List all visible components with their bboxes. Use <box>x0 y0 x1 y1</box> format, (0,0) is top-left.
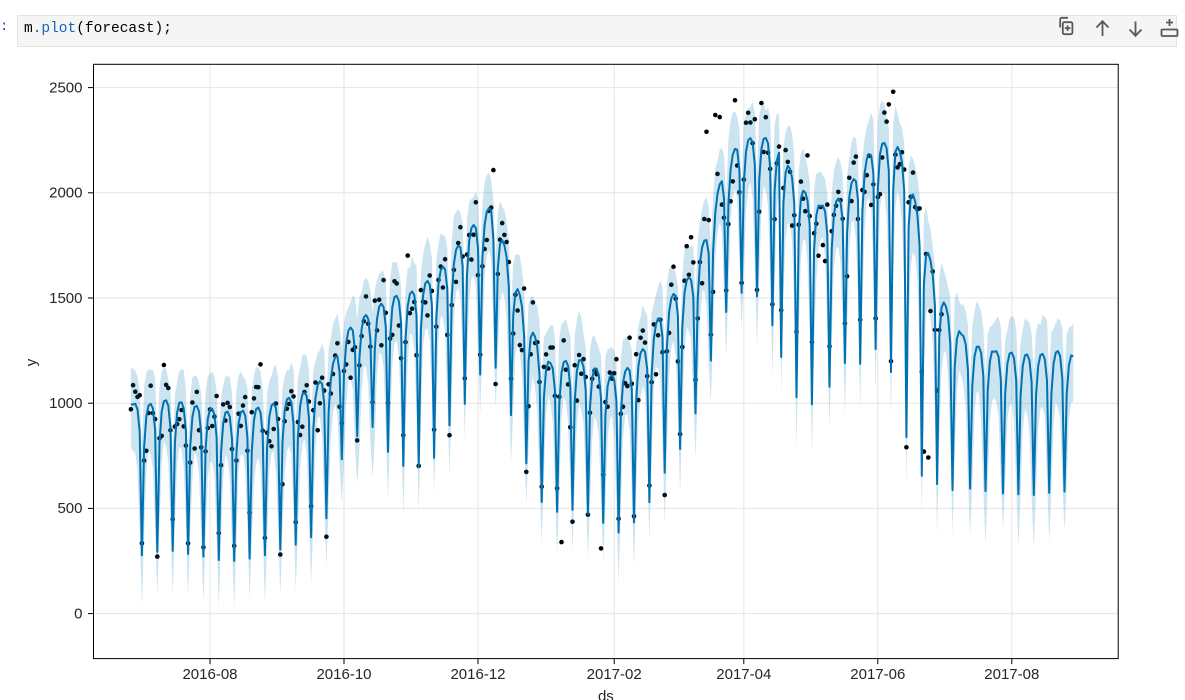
svg-text:0: 0 <box>74 605 82 622</box>
svg-text:y: y <box>23 358 40 366</box>
svg-text:2016-12: 2016-12 <box>450 666 505 683</box>
svg-text:500: 500 <box>57 500 82 517</box>
svg-text:2017-08: 2017-08 <box>984 666 1039 683</box>
svg-text:1500: 1500 <box>49 290 82 307</box>
svg-text:2500: 2500 <box>49 79 82 96</box>
svg-text:1000: 1000 <box>49 395 82 412</box>
svg-text:2016-08: 2016-08 <box>182 666 237 683</box>
svg-text:2017-06: 2017-06 <box>850 666 905 683</box>
svg-text:ds: ds <box>598 688 614 700</box>
svg-text:2016-10: 2016-10 <box>316 666 371 683</box>
svg-text:2017-04: 2017-04 <box>716 666 771 683</box>
svg-text:2000: 2000 <box>49 185 82 202</box>
svg-text:2017-02: 2017-02 <box>587 666 642 683</box>
